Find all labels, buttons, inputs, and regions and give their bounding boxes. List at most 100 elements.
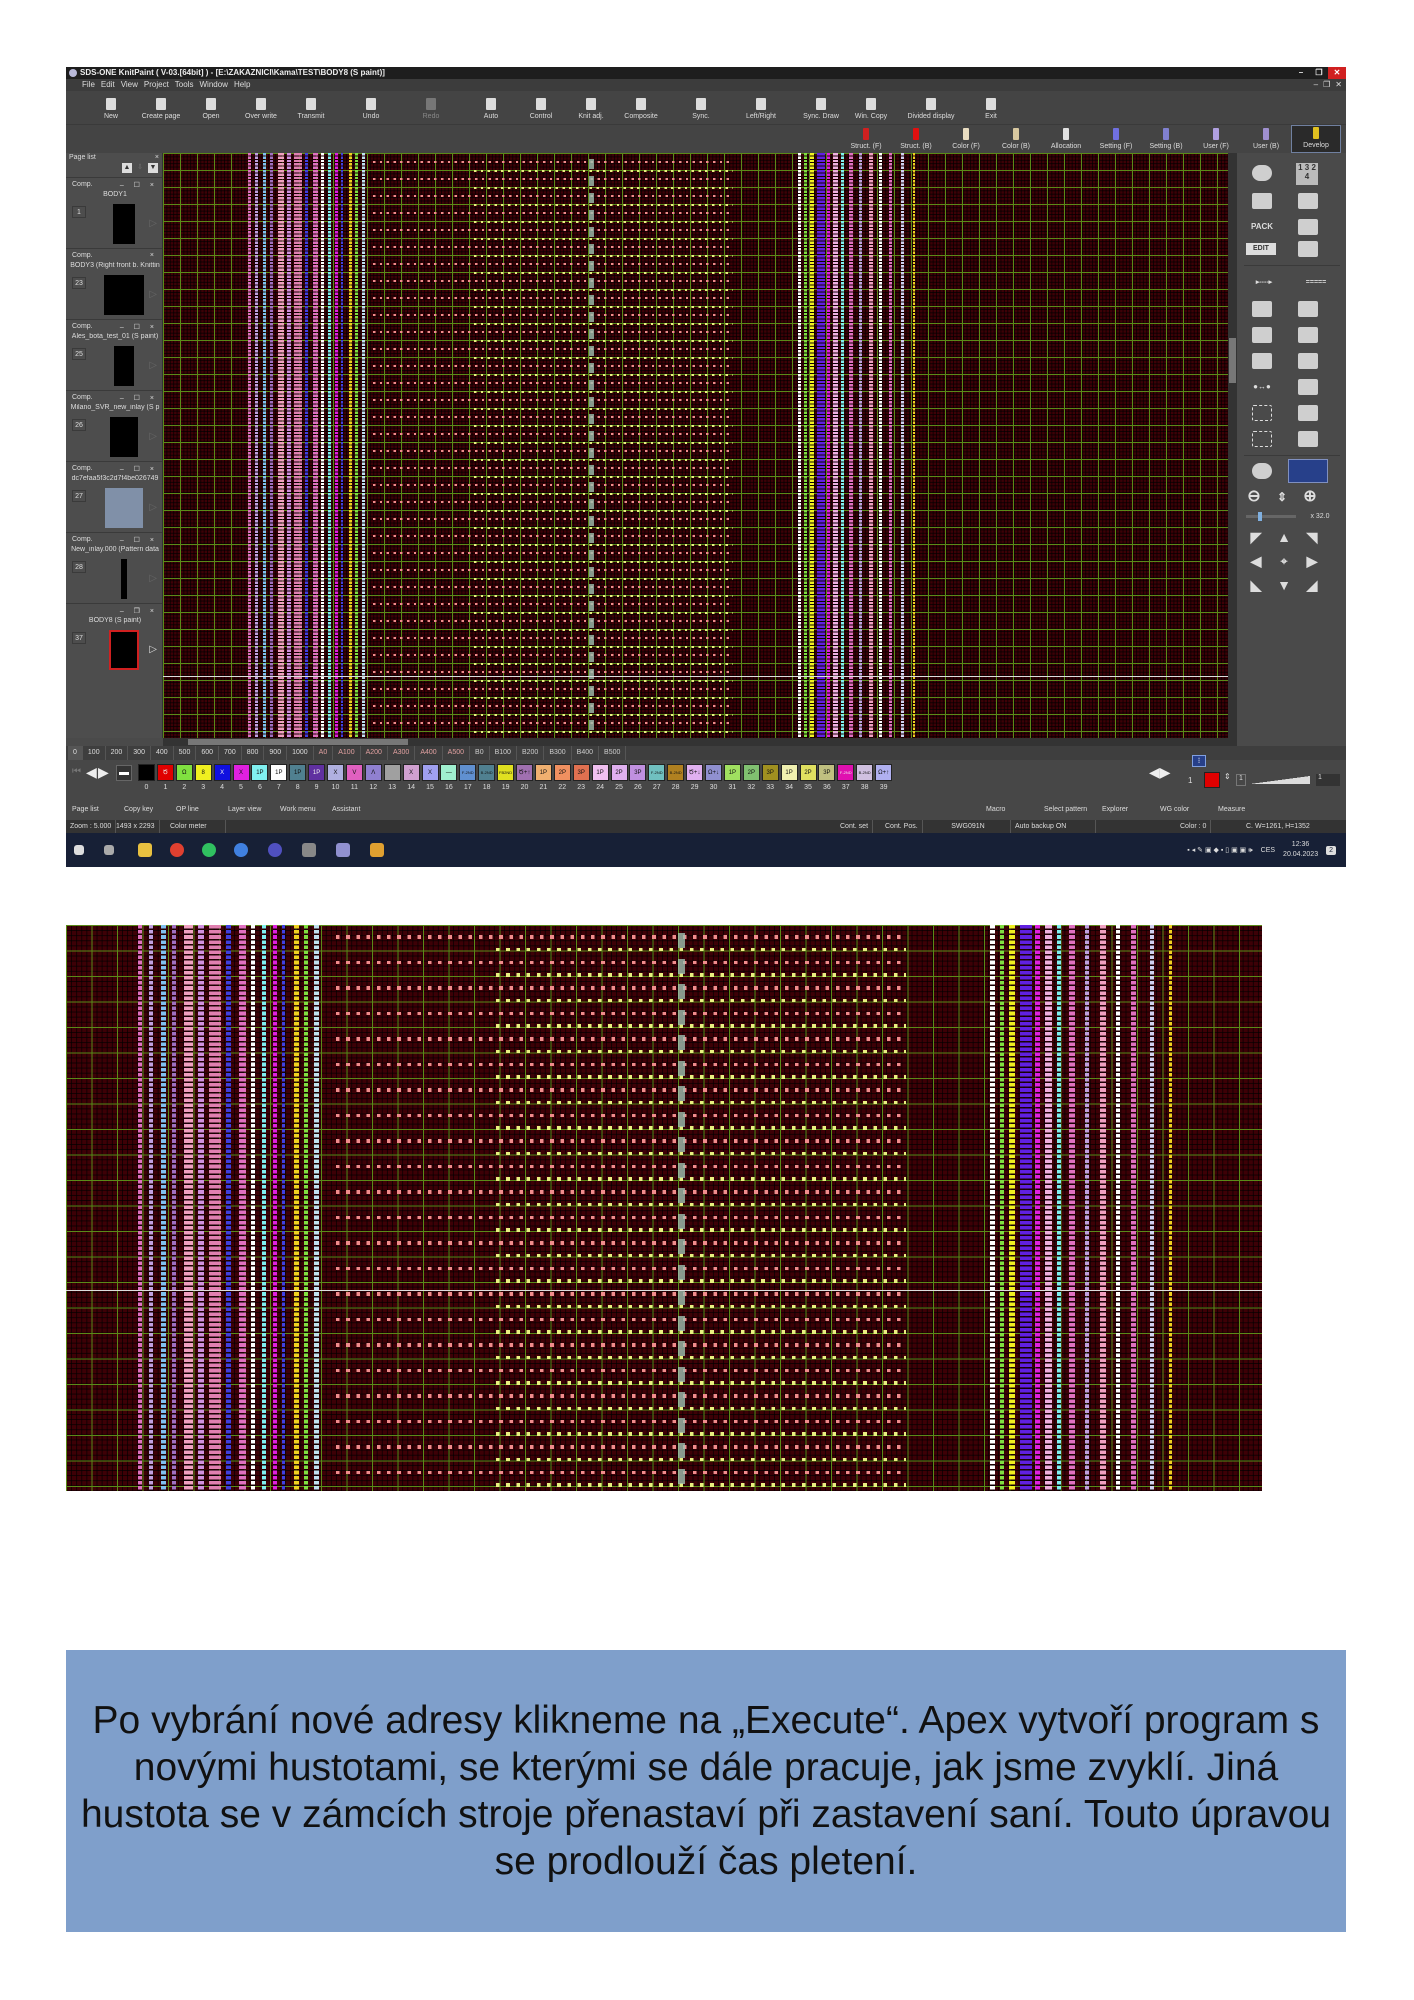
page-window-controls[interactable]: × <box>149 252 158 259</box>
page-open-icon[interactable]: ▷ <box>149 502 157 513</box>
ruler-tab-100[interactable]: 100 <box>83 746 106 760</box>
page-list-item[interactable]: Comp. – ☐ × New_inlay.000 (Pattern data 28 ▷ <box>66 532 162 603</box>
ruler-tab-700[interactable]: 700 <box>219 746 242 760</box>
bottom-tab-copy-key[interactable]: Copy key <box>124 806 154 813</box>
color-swatch-17[interactable]: F-2ND <box>459 764 477 781</box>
eraser-icon[interactable] <box>1294 429 1322 449</box>
bottom-tab-layer-view[interactable]: Layer view <box>228 806 262 813</box>
toolbar-over-write-button[interactable]: Over write <box>236 91 286 124</box>
ruler-tab-1000[interactable]: 1000 <box>287 746 314 760</box>
arrow-up-left-icon[interactable]: ◤ <box>1250 529 1262 545</box>
bottom-tab-measure[interactable]: Measure <box>1218 806 1246 813</box>
edit-tool-button[interactable]: EDIT <box>1246 243 1276 255</box>
spotify-icon[interactable] <box>202 843 216 857</box>
page-thumbnail[interactable] <box>110 417 138 457</box>
bottom-tab-wg-color[interactable]: WG color <box>1160 806 1190 813</box>
toolbar-open-button[interactable]: Open <box>186 91 236 124</box>
color-swatch-2[interactable]: Ω <box>175 764 193 781</box>
notifications-icon[interactable]: 2 <box>1326 845 1336 855</box>
restore-button[interactable]: ❐ <box>1315 68 1323 77</box>
color-swatch-32[interactable]: 2P <box>742 764 760 781</box>
color-swatch-33[interactable]: 3P <box>761 764 779 781</box>
page-list-item[interactable]: Comp. – ☐ × dc7efaa5f3c2d7f4be026749 27 ▷ <box>66 461 162 532</box>
arrow-left-icon[interactable]: ◀ <box>1250 553 1262 569</box>
mdi-minimize-button[interactable]: – <box>1313 80 1319 89</box>
color-swatch-35[interactable]: 2P <box>799 764 817 781</box>
fill-tool-icon[interactable] <box>1294 351 1322 371</box>
machine-tool-icon[interactable] <box>1294 239 1322 259</box>
color-swatch-6[interactable]: 1P <box>251 764 269 781</box>
shape-tool-icon[interactable] <box>1294 191 1322 211</box>
view-tab-color-b-[interactable]: Color (B) <box>991 125 1041 153</box>
file-explorer-icon[interactable] <box>138 843 152 857</box>
view-tab-develop[interactable]: Develop <box>1291 125 1341 153</box>
toolbar-redo-button[interactable]: Redo <box>406 91 456 124</box>
page-open-icon[interactable]: ▷ <box>149 573 157 584</box>
zoom-out-icon[interactable]: ⊖ <box>1247 488 1261 505</box>
pack-tool-icon[interactable]: PACK <box>1250 222 1274 231</box>
ruler-tab-900[interactable]: 900 <box>264 746 288 760</box>
horizontal-scrollbar[interactable] <box>163 738 1237 746</box>
bottom-tab-page-list[interactable]: Page list <box>72 806 99 813</box>
palette-prev-icon[interactable]: ◀ <box>86 764 97 780</box>
page-thumbnail[interactable] <box>105 488 143 528</box>
page-thumbnail[interactable] <box>104 275 144 315</box>
menu-window[interactable]: Window <box>199 80 228 89</box>
shapes-tool-icon[interactable] <box>1248 299 1276 319</box>
view-tab-setting-b-[interactable]: Setting (B) <box>1141 125 1191 153</box>
toolbar-composite-button[interactable]: Composite <box>616 91 666 124</box>
move-up-icon[interactable]: ▲ <box>122 163 132 173</box>
view-tab-allocation[interactable]: Allocation <box>1041 125 1091 153</box>
color-swatch-3[interactable]: 8 <box>194 764 212 781</box>
transfer-tool-icon[interactable] <box>1294 217 1322 237</box>
page-thumbnail[interactable] <box>114 346 134 386</box>
view-tab-user-b-[interactable]: User (B) <box>1241 125 1291 153</box>
teams-icon[interactable] <box>268 843 282 857</box>
color-swatch-25[interactable]: 2P <box>610 764 628 781</box>
color-swatch-24[interactable]: 1P <box>591 764 609 781</box>
move-copy-icon[interactable] <box>1294 403 1322 423</box>
tray-icons[interactable]: ▪ ◂ ✎ ▣ ◆ ▪ ▯ ▣ ▣ 🕪 <box>1187 846 1253 854</box>
pen-tool-icon[interactable] <box>1248 163 1276 183</box>
ruler-tab-a500[interactable]: A500 <box>443 746 471 760</box>
page-open-icon[interactable]: ▷ <box>149 360 157 371</box>
bottom-tab-assistant[interactable]: Assistant <box>332 806 361 813</box>
width-input[interactable]: 1 <box>1316 774 1340 786</box>
first-page-icon[interactable]: ⏮ <box>72 766 81 777</box>
grid-view-icon[interactable] <box>1288 459 1328 483</box>
app-icon-orange[interactable] <box>370 843 384 857</box>
color-swatch-7[interactable]: 1P <box>270 764 288 781</box>
page-window-controls[interactable]: – ☐ × <box>119 537 158 544</box>
color-swatch-21[interactable]: 1P <box>534 764 552 781</box>
page-thumbnail[interactable] <box>113 204 135 244</box>
page-window-controls[interactable]: – ❐ × <box>119 608 158 615</box>
arrow-down-right-icon[interactable]: ◢ <box>1306 577 1318 593</box>
color-swatch-16[interactable]: — <box>440 764 458 781</box>
app-icon-gray[interactable] <box>302 843 316 857</box>
page-window-controls[interactable]: – ☐ × <box>119 466 158 473</box>
mdi-restore-button[interactable]: ❐ <box>1323 80 1331 89</box>
color-swatch-10[interactable]: X <box>327 764 344 781</box>
toolbar-control-button[interactable]: Control <box>516 91 566 124</box>
arrow-down-icon[interactable]: ▼ <box>1277 577 1291 593</box>
palette-mode-icon[interactable]: ⁝ <box>1192 755 1206 767</box>
toolbar-transmit-button[interactable]: Transmit <box>286 91 336 124</box>
width-wedge[interactable] <box>1250 776 1310 784</box>
copy-rotate-tool-icon[interactable] <box>1248 351 1276 371</box>
ruler-tab-a100[interactable]: A100 <box>333 746 361 760</box>
color-swatch-1[interactable]: Ծ <box>156 764 174 781</box>
start-icon[interactable] <box>74 845 84 855</box>
ruler-tab-800[interactable]: 800 <box>242 746 265 760</box>
fit-vertical-icon[interactable]: ⇕ <box>1276 490 1288 504</box>
numbers-tool-icon[interactable]: 1 3 2 4 <box>1296 163 1318 185</box>
view-tab-color-f-[interactable]: Color (F) <box>941 125 991 153</box>
clock[interactable]: 12:36 20.04.2023 <box>1283 840 1318 860</box>
select-copy-icon[interactable] <box>1248 403 1276 423</box>
hand-tool-icon[interactable] <box>1248 461 1276 481</box>
toolbar-new-button[interactable]: New <box>86 91 136 124</box>
color-swatch-4[interactable]: X <box>213 764 231 781</box>
chrome-icon[interactable] <box>170 843 184 857</box>
ruler-tab-a400[interactable]: A400 <box>415 746 443 760</box>
page-open-icon[interactable]: ▷ <box>149 431 157 442</box>
move-down-outline-icon[interactable]: ⇩ <box>137 164 143 171</box>
